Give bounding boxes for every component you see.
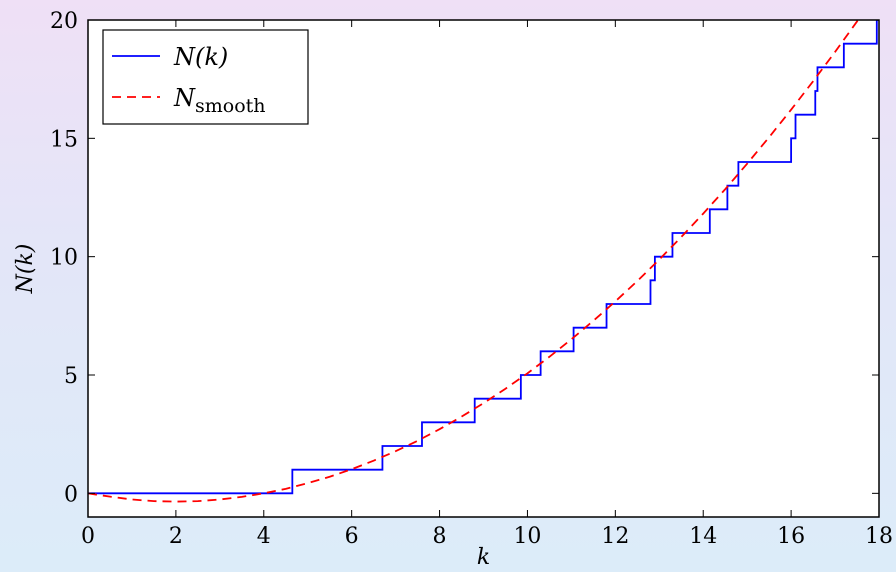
y-axis-label: N(k) xyxy=(13,244,38,295)
plot-frame xyxy=(87,19,880,518)
legend-label-n: N(k) xyxy=(173,43,228,71)
x-tick-label: 16 xyxy=(777,524,805,549)
y-tick-label: 15 xyxy=(50,127,78,152)
x-tick-label: 2 xyxy=(169,524,183,549)
series-line-n-k xyxy=(88,20,879,495)
y-tick-label: 10 xyxy=(50,246,78,271)
x-tick-label: 18 xyxy=(865,524,893,549)
x-tick-label: 0 xyxy=(81,524,95,549)
x-axis-label: k xyxy=(477,545,490,570)
y-tick-label: 5 xyxy=(64,364,78,389)
x-tick-label: 4 xyxy=(257,524,271,549)
legend-box xyxy=(102,29,309,125)
y-tick-label: 20 xyxy=(50,9,78,34)
legend-label-smooth: Nsmooth xyxy=(173,84,266,117)
y-tick-label: 0 xyxy=(64,482,78,507)
x-tick-label: 8 xyxy=(433,524,447,549)
legend: N(k) Nsmooth xyxy=(102,29,309,125)
x-tick-label: 12 xyxy=(601,524,629,549)
x-tick-label: 6 xyxy=(345,524,359,549)
x-tick-label: 10 xyxy=(513,524,541,549)
series-line-n-smooth xyxy=(88,20,860,503)
x-tick-label: 14 xyxy=(689,524,717,549)
